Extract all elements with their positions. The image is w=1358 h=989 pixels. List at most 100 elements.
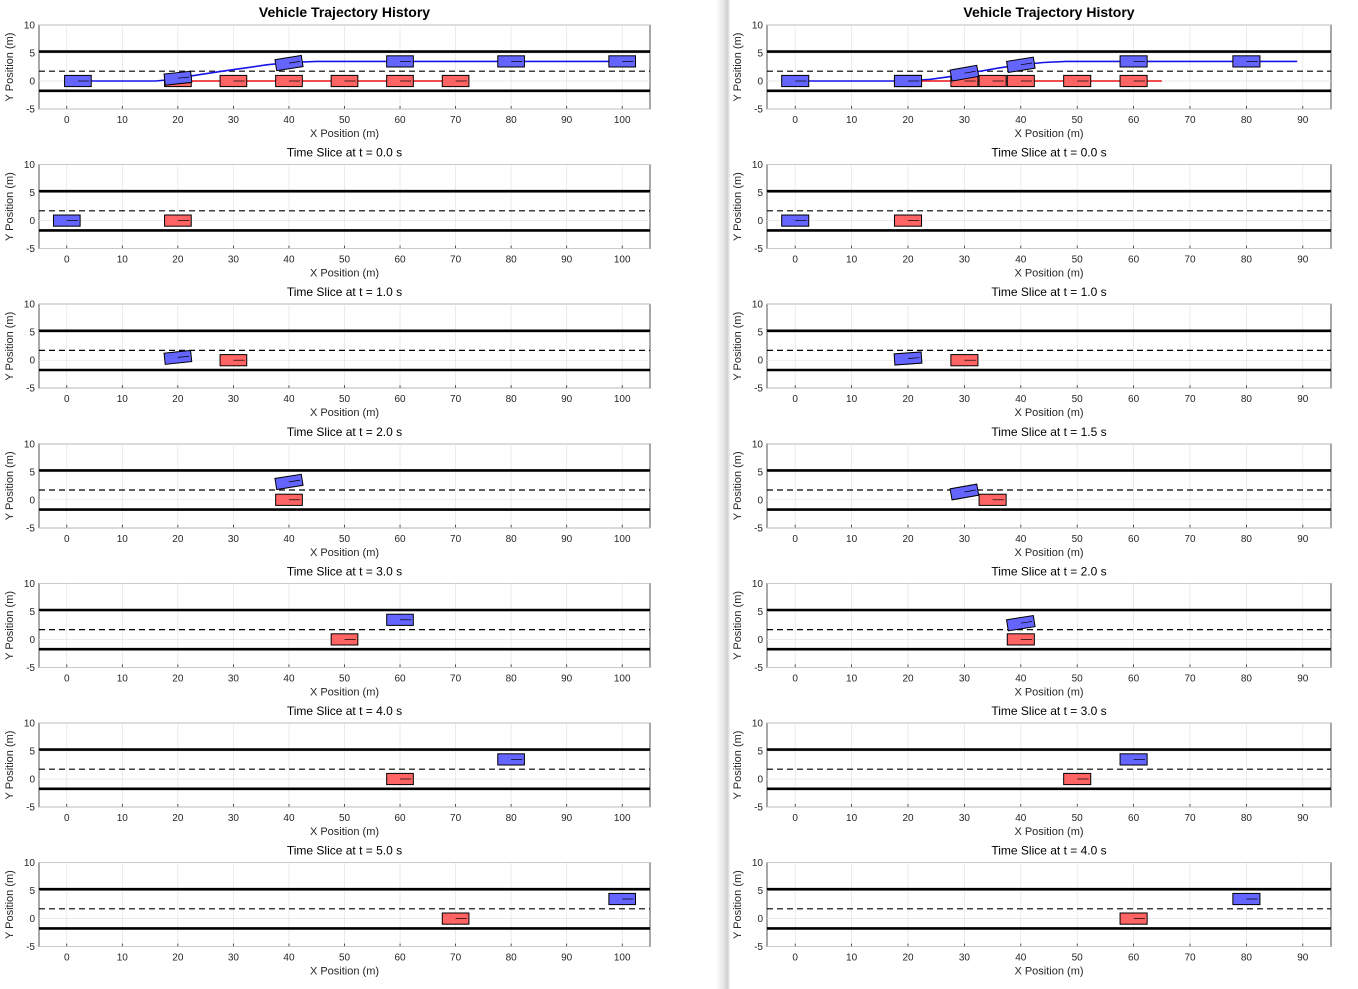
- x-tick-label: 0: [792, 394, 798, 405]
- other-vehicle-body: [1063, 74, 1092, 88]
- x-tick-label: 90: [561, 953, 573, 964]
- x-tick-label: 20: [902, 534, 914, 545]
- x-tick-label: 70: [1184, 953, 1196, 964]
- x-tick-label: 90: [1297, 534, 1309, 545]
- y-tick-label: -5: [754, 803, 763, 814]
- x-tick-label: 10: [117, 115, 129, 126]
- x-tick-label: 50: [339, 534, 351, 545]
- x-tick-label: 10: [846, 115, 858, 126]
- x-tick-label: 50: [339, 394, 351, 405]
- y-tick-label: 10: [24, 858, 36, 869]
- x-tick-label: 80: [1241, 813, 1253, 824]
- plot-title: Time Slice at t = 2.0 s: [287, 425, 402, 439]
- other-vehicle: [164, 214, 192, 227]
- other-vehicle: [1119, 74, 1148, 88]
- x-axis-label: X Position (m): [310, 268, 379, 280]
- x-tick-label: 80: [1241, 953, 1253, 964]
- plot-title: Time Slice at t = 3.0 s: [287, 564, 402, 578]
- x-tick-label: 30: [959, 953, 971, 964]
- x-axis-label: X Position (m): [1014, 128, 1083, 140]
- plot-title: Time Slice at t = 1.0 s: [287, 285, 402, 299]
- subplot-6: Time Slice at t = 5.0 s0 10 20 30 40 50 60 70 80…: [4, 844, 651, 978]
- x-tick-label: 30: [228, 534, 240, 545]
- y-tick-label: -5: [26, 942, 35, 953]
- x-tick-label: 20: [172, 673, 184, 684]
- other-vehicle: [386, 772, 414, 786]
- x-tick-label: 80: [1241, 673, 1253, 684]
- y-tick-label: 5: [29, 467, 35, 478]
- x-tick-label: 0: [792, 115, 798, 126]
- x-tick-label: 70: [1184, 813, 1196, 824]
- y-tick-label: 10: [24, 300, 36, 311]
- x-tick-label: 0: [792, 953, 798, 964]
- x-tick-label: 90: [1297, 115, 1309, 126]
- x-axis-label: X Position (m): [1014, 686, 1083, 698]
- y-tick-label: 5: [757, 188, 763, 199]
- ego-vehicle: [64, 74, 92, 88]
- ego-vehicle: [163, 349, 193, 365]
- ego-vehicle-heading: [907, 357, 920, 359]
- axes-box: [766, 443, 1332, 529]
- ego-vehicle-heading: [964, 489, 976, 493]
- other-vehicle-body: [1119, 912, 1148, 925]
- ego-vehicle: [1232, 55, 1261, 68]
- other-vehicle: [275, 74, 303, 88]
- x-tick-label: 50: [1072, 115, 1084, 126]
- y-tick-label: 5: [757, 886, 763, 897]
- other-vehicle: [893, 214, 923, 227]
- x-tick-label: 70: [1184, 255, 1196, 266]
- x-tick-label: 30: [228, 673, 240, 684]
- x-tick-label: 60: [394, 394, 406, 405]
- x-tick-label: 70: [450, 255, 462, 266]
- x-axis-label: X Position (m): [1014, 547, 1083, 559]
- ego-vehicle: [52, 214, 81, 227]
- window-divider[interactable]: [716, 0, 730, 989]
- x-axis-label: X Position (m): [310, 826, 379, 838]
- x-tick-label: 20: [902, 115, 914, 126]
- ego-vehicle: [781, 214, 810, 227]
- y-tick-label: 5: [757, 49, 763, 60]
- x-tick-label: 60: [394, 953, 406, 964]
- y-tick-label: 0: [29, 216, 35, 227]
- x-tick-label: 10: [846, 673, 858, 684]
- y-tick-label: 5: [29, 747, 35, 758]
- ego-vehicle: [497, 753, 525, 766]
- y-tick-label: 10: [24, 21, 36, 32]
- x-tick-label: 60: [394, 534, 406, 545]
- x-tick-label: 10: [117, 255, 129, 266]
- plot-title: Vehicle Trajectory History: [259, 4, 430, 20]
- y-tick-label: -5: [754, 384, 763, 395]
- other-vehicle: [1063, 772, 1092, 786]
- x-tick-label: 90: [1297, 394, 1309, 405]
- subplot-1: Time Slice at t = 0.0 s0 10 20 30 40 50 60 70 80…: [4, 146, 651, 280]
- ego-vehicle: [1119, 753, 1148, 766]
- x-tick-label: 40: [1015, 813, 1027, 824]
- y-tick-label: 0: [29, 914, 35, 925]
- other-vehicle-body: [978, 74, 1007, 88]
- ego-vehicle: [893, 351, 923, 366]
- x-tick-label: 20: [172, 813, 184, 824]
- ego-vehicle: [497, 55, 525, 68]
- y-tick-label: -5: [26, 244, 35, 255]
- y-tick-label: 0: [757, 635, 763, 646]
- axes-box: [766, 722, 1332, 808]
- x-tick-label: 90: [561, 534, 573, 545]
- x-tick-label: 70: [1184, 673, 1196, 684]
- x-tick-label: 90: [561, 394, 573, 405]
- ego-vehicle: [608, 55, 637, 68]
- x-tick-label: 60: [1128, 534, 1140, 545]
- x-tick-label: 60: [394, 255, 406, 266]
- ego-vehicle-heading: [1020, 62, 1033, 66]
- x-tick-label: 60: [1128, 813, 1140, 824]
- x-tick-label: 20: [902, 394, 914, 405]
- other-vehicle: [950, 354, 979, 367]
- x-tick-label: 60: [1128, 255, 1140, 266]
- x-tick-label: 20: [902, 255, 914, 266]
- x-tick-label: 0: [64, 673, 70, 684]
- plot-title: Vehicle Trajectory History: [963, 4, 1134, 20]
- x-tick-label: 40: [1015, 673, 1027, 684]
- other-vehicle: [219, 354, 248, 367]
- x-tick-label: 10: [117, 394, 129, 405]
- x-tick-label: 10: [117, 813, 129, 824]
